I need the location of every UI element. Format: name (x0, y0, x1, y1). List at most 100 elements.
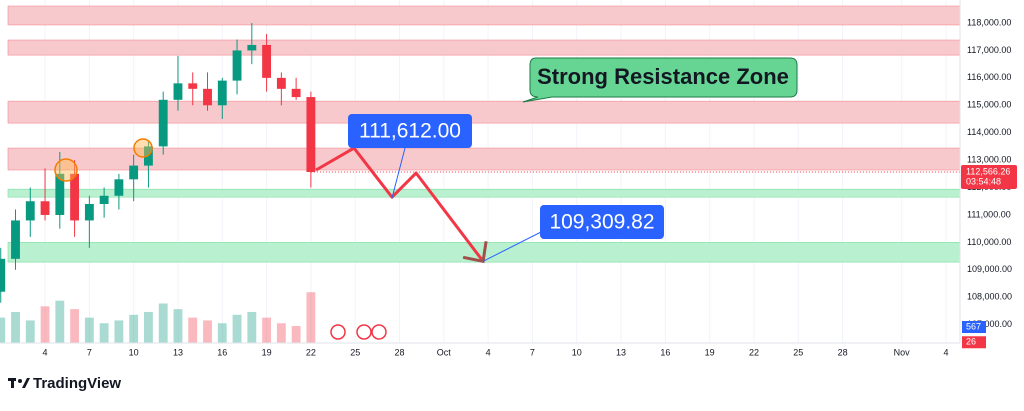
zone (7, 188, 961, 198)
x-tick-label: 22 (749, 347, 759, 357)
volume-bar (25, 320, 35, 343)
candle-body (99, 195, 109, 204)
zone (7, 39, 961, 56)
x-tick-label: 28 (394, 347, 404, 357)
annotation-label: 111,612.00 (359, 120, 461, 143)
candle-body (262, 44, 272, 78)
callout-box (522, 57, 798, 103)
volume-bar (11, 311, 20, 343)
y-tick-label: 114,000.00 (967, 127, 1011, 137)
candle-body (11, 220, 20, 259)
volume-marker (962, 336, 986, 349)
annotation-leader (391, 147, 406, 199)
volume-bar (262, 317, 272, 343)
volume-bar (247, 311, 257, 343)
price-label-box (961, 165, 1017, 190)
brand-logo (8, 378, 30, 388)
annotation-leader (482, 229, 546, 262)
candle-body (25, 201, 35, 221)
brand-name: TradingView (33, 375, 121, 392)
volume-marker-label: 567 (966, 321, 981, 331)
volume-bar (158, 303, 168, 343)
volume-bar (306, 292, 316, 343)
candle-body (158, 99, 168, 147)
x-tick-label: 10 (572, 347, 582, 357)
volume-bar (55, 300, 65, 343)
x-tick-label: 19 (705, 347, 715, 357)
volume-bar (232, 314, 242, 343)
candle-body (203, 88, 212, 106)
x-tick-label: Nov (894, 347, 911, 357)
x-tick-label: 19 (262, 347, 272, 357)
y-tick-label: 115,000.00 (967, 100, 1011, 110)
price-countdown: 03:54:48 (966, 176, 1001, 186)
volume-bar (276, 323, 286, 343)
y-tick-label: 107,000.00 (967, 319, 1012, 329)
volume-bar (188, 317, 198, 343)
candle-body (0, 258, 6, 292)
volume-bar (114, 320, 124, 343)
x-tick-label: 16 (217, 347, 227, 357)
x-tick-label: 13 (173, 347, 183, 357)
x-tick-label: Oct (437, 347, 452, 357)
volume-bar (70, 309, 80, 343)
volume-bar (129, 314, 139, 343)
y-tick-label: 117,000.00 (967, 45, 1011, 55)
x-tick-label: 22 (306, 347, 316, 357)
x-tick-label: 13 (616, 347, 626, 357)
candle-body (217, 80, 227, 106)
volume-bar (144, 311, 153, 343)
candle-body (40, 201, 50, 215)
volume-bar (84, 317, 94, 343)
callout-text: Strong Resistance Zone (537, 64, 789, 89)
volume-bar (99, 323, 109, 343)
y-tick-label: 109,000.00 (967, 264, 1012, 274)
volume-bar (291, 326, 301, 343)
candle-body (70, 173, 80, 221)
candle-body (188, 83, 198, 89)
candle-body (173, 83, 183, 100)
x-tick-label: 4 (943, 347, 948, 357)
x-tick-label: 4 (43, 347, 48, 357)
x-tick-label: 7 (530, 347, 535, 357)
zone (7, 5, 961, 26)
price-label: 112,566.26 (966, 166, 1010, 176)
volume-bar (0, 317, 6, 343)
x-tick-label: 25 (793, 347, 803, 357)
candle-body (232, 50, 242, 81)
y-tick-label: 111,000.00 (967, 209, 1011, 219)
candle-body (84, 203, 94, 221)
event-icons (330, 324, 387, 340)
annotation-box (348, 114, 472, 148)
highlight-circle (54, 158, 78, 182)
volume-bar (173, 309, 183, 343)
y-tick-label: 113,000.00 (967, 154, 1011, 164)
volume-bar (40, 306, 50, 343)
volume-bar (203, 320, 212, 343)
candle-body (114, 179, 124, 196)
annotation-box (540, 205, 664, 239)
x-tick-label: 10 (129, 347, 139, 357)
zone (7, 100, 961, 124)
x-tick-label: 7 (87, 347, 92, 357)
candle-body (276, 77, 286, 89)
x-tick-label: 4 (486, 347, 491, 357)
volume-marker (962, 321, 986, 333)
candle-body (291, 88, 301, 98)
candle-body (55, 173, 65, 215)
volume-bar (217, 323, 227, 343)
y-tick-label: 108,000.00 (967, 292, 1012, 302)
annotation-label: 109,309.82 (549, 211, 654, 234)
candle-body (306, 97, 316, 173)
x-tick-label: 16 (660, 347, 670, 357)
y-tick-label: 110,000.00 (967, 237, 1011, 247)
highlight-circle (133, 138, 153, 158)
y-tick-label: 116,000.00 (967, 72, 1011, 82)
candle-body (129, 165, 139, 180)
candle-body (247, 44, 257, 51)
x-tick-label: 25 (350, 347, 360, 357)
x-tick-label: 28 (838, 347, 848, 357)
volume-marker-label: 26 (966, 337, 976, 347)
